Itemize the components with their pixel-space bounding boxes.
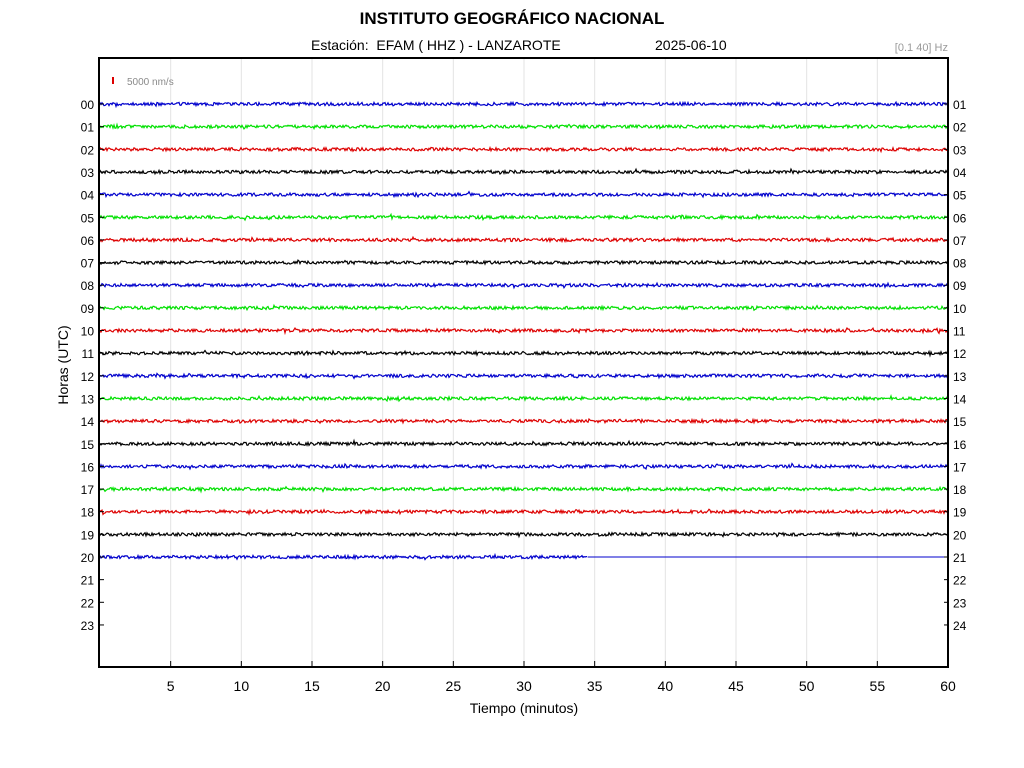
hour-label-right: 24 — [953, 619, 967, 633]
hour-label-left: 04 — [81, 189, 95, 203]
hour-label-left: 09 — [81, 302, 95, 316]
hour-label-right: 03 — [953, 143, 967, 157]
trace-hour-09 — [99, 303, 949, 312]
hour-label-right: 07 — [953, 234, 967, 248]
axis-ticks — [100, 103, 949, 667]
hour-label-right: 06 — [953, 211, 967, 225]
hour-label-right: 10 — [953, 302, 967, 316]
hour-label-right: 17 — [953, 460, 967, 474]
hour-label-left: 08 — [81, 279, 95, 293]
x-tick-label: 30 — [516, 678, 532, 694]
hour-label-right: 21 — [953, 551, 967, 565]
hour-label-left: 12 — [81, 370, 95, 384]
scale-bar-label: 5000 nm/s — [127, 77, 174, 88]
x-tick-label: 25 — [446, 678, 462, 694]
hour-label-left: 18 — [81, 506, 95, 520]
scale-bar — [112, 77, 114, 84]
hour-label-left: 20 — [81, 551, 95, 565]
hour-label-left: 13 — [81, 392, 95, 406]
trace-hour-20 — [99, 552, 588, 561]
hour-label-right: 16 — [953, 438, 967, 452]
trace-hour-06 — [99, 235, 949, 244]
trace-hour-04 — [99, 190, 949, 199]
hour-label-left: 23 — [81, 619, 95, 633]
hour-label-left: 02 — [81, 143, 95, 157]
trace-hour-12 — [99, 372, 949, 380]
trace-hour-02 — [99, 145, 949, 154]
hour-label-left: 06 — [81, 234, 95, 248]
filter-band-label: [0.1 40] Hz — [894, 42, 948, 54]
trace-hour-16 — [99, 462, 949, 471]
hour-label-left: 15 — [81, 438, 95, 452]
hour-label-left: 22 — [81, 596, 95, 610]
seismic-traces — [99, 100, 949, 561]
amplitude-scale: 5000 nm/s — [112, 77, 174, 88]
hour-label-left: 16 — [81, 460, 95, 474]
x-tick-label: 20 — [375, 678, 391, 694]
hour-label-left: 05 — [81, 211, 95, 225]
x-axis-label: Tiempo (minutos) — [469, 700, 579, 716]
date-label: 2025-06-10 — [655, 37, 727, 53]
trace-hour-00 — [99, 100, 949, 109]
x-tick-label: 55 — [870, 678, 886, 694]
hour-label-right: 22 — [953, 574, 967, 588]
trace-hour-05 — [99, 212, 949, 222]
x-tick-label: 35 — [587, 678, 603, 694]
x-tick-label: 5 — [167, 678, 175, 694]
hour-label-right: 13 — [953, 370, 967, 384]
hour-label-right: 04 — [953, 166, 967, 180]
chart-title: INSTITUTO GEOGRÁFICO NACIONAL — [359, 9, 665, 28]
grid-lines — [170, 58, 878, 667]
hour-label-left: 17 — [81, 483, 95, 497]
hour-label-left: 01 — [81, 121, 95, 135]
x-tick-label: 10 — [234, 678, 250, 694]
station-info: Estación: EFAM ( HHZ ) - LANZAROTE — [311, 37, 561, 53]
hour-label-left: 00 — [81, 98, 95, 112]
x-tick-label: 60 — [940, 678, 956, 694]
hour-label-right: 02 — [953, 121, 967, 135]
hour-label-left: 11 — [82, 347, 95, 361]
hour-label-right: 11 — [953, 325, 966, 339]
hour-label-left: 03 — [81, 166, 95, 180]
x-tick-label: 15 — [304, 678, 320, 694]
hour-label-right: 08 — [953, 257, 967, 271]
hour-label-left: 14 — [81, 415, 95, 429]
trace-hour-19 — [99, 530, 949, 539]
hour-label-right: 14 — [953, 392, 967, 406]
axis-tick-labels: 5 10 15 20 25 30 35 40 45 50 55 60 00 01 01 02 02 03 03 04 0… — [81, 98, 967, 694]
hour-label-left: 21 — [81, 574, 95, 588]
hour-label-right: 23 — [953, 596, 967, 610]
hour-label-left: 19 — [81, 528, 95, 542]
trace-hour-01 — [99, 122, 949, 131]
x-tick-label: 40 — [658, 678, 674, 694]
hour-label-right: 01 — [953, 98, 967, 112]
hour-label-right: 09 — [953, 279, 967, 293]
trace-hour-14 — [99, 417, 949, 425]
trace-hour-10 — [99, 326, 949, 336]
trace-hour-17 — [99, 485, 949, 494]
trace-hour-13 — [99, 394, 949, 403]
hour-label-right: 05 — [953, 189, 967, 203]
hour-label-left: 07 — [81, 257, 95, 271]
hour-label-right: 18 — [953, 483, 967, 497]
hour-label-right: 12 — [953, 347, 967, 361]
trace-hour-03 — [99, 167, 949, 176]
trace-hour-08 — [99, 281, 949, 290]
trace-hour-11 — [99, 349, 949, 358]
trace-hour-18 — [99, 508, 949, 516]
hour-label-right: 20 — [953, 528, 967, 542]
x-tick-label: 50 — [799, 678, 815, 694]
hour-label-left: 10 — [81, 325, 95, 339]
x-tick-label: 45 — [728, 678, 744, 694]
hour-label-right: 19 — [953, 506, 967, 520]
hour-label-right: 15 — [953, 415, 967, 429]
trace-hour-07 — [99, 259, 949, 266]
trace-hour-15 — [99, 438, 949, 447]
